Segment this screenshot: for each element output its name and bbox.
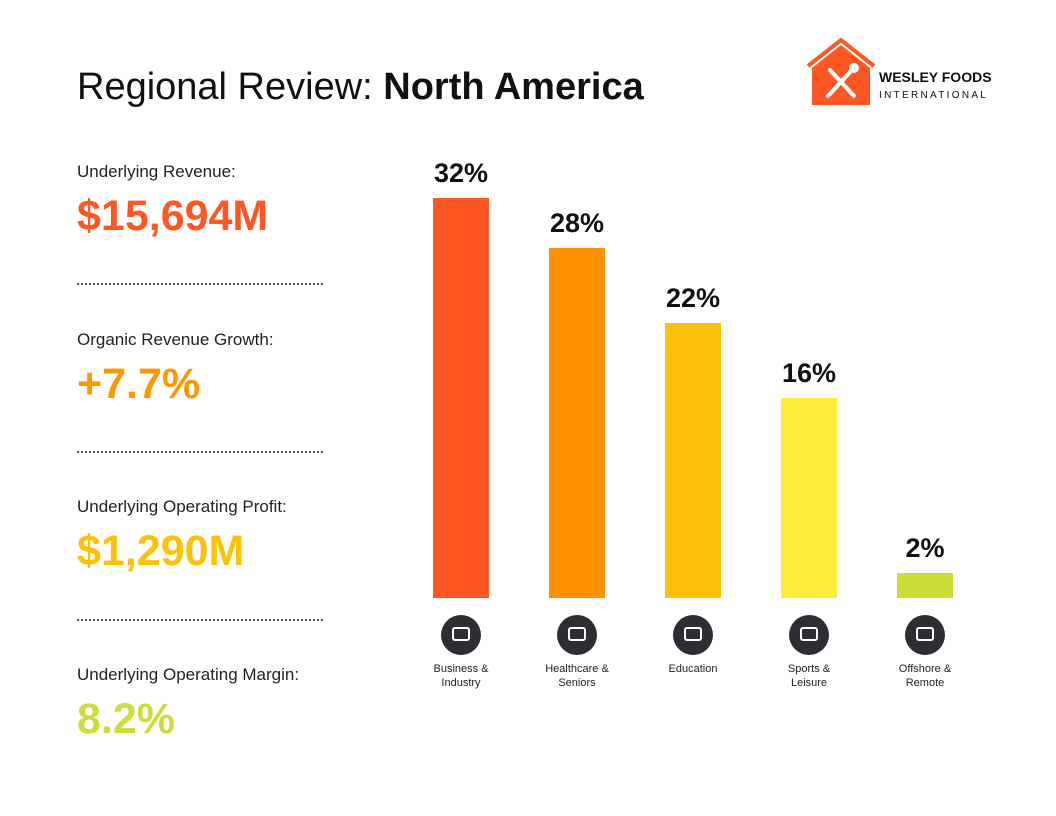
logo-mark (806, 37, 876, 105)
bar (897, 573, 953, 598)
kpi-label: Organic Revenue Growth: (77, 330, 274, 349)
category-icon-glyph (568, 627, 586, 641)
category-icon (673, 615, 713, 655)
kpi-value: 8.2% (77, 695, 176, 743)
kpi-label: Underlying Operating Margin: (77, 665, 300, 684)
kpi-value: $1,290M (77, 527, 245, 575)
category-icon-glyph (452, 627, 470, 641)
category-icon (789, 615, 829, 655)
separator (77, 283, 323, 285)
value-label: 32% (433, 158, 489, 188)
category-icon (441, 615, 481, 655)
category-icon-glyph (800, 627, 818, 641)
kpi-value: +7.7% (77, 360, 201, 408)
value-label: 2% (905, 533, 945, 563)
value-label: 22% (665, 283, 721, 313)
logo-name: WESLEY FOODS (879, 69, 992, 85)
bar (549, 248, 605, 598)
category-icon-glyph (684, 627, 702, 641)
value-label: 16% (781, 358, 837, 388)
bar (433, 198, 489, 598)
value-label: 28% (549, 208, 605, 238)
category-icon (557, 615, 597, 655)
category-label: Sports & Leisure (787, 663, 831, 689)
category-label: Business & Industry (433, 663, 489, 689)
kpi-value: $15,694M (77, 192, 269, 240)
bar (781, 398, 837, 598)
category-icon-glyph (916, 627, 934, 641)
category-icon (905, 615, 945, 655)
title-text: Regional Review: (77, 66, 373, 108)
category-label: Education (668, 663, 718, 675)
title: Regional Review: North America (77, 66, 644, 109)
separator (77, 451, 323, 453)
kpi-label: Underlying Revenue: (77, 162, 236, 181)
category-label: Offshore & Remote (898, 663, 952, 689)
logo-tagline: INTERNATIONAL (879, 90, 989, 101)
title-emphasis: North America (383, 66, 644, 108)
separator (77, 619, 323, 621)
bar (665, 323, 721, 598)
kpi-label: Underlying Operating Profit: (77, 497, 287, 516)
category-label: Healthcare & Seniors (545, 663, 609, 689)
